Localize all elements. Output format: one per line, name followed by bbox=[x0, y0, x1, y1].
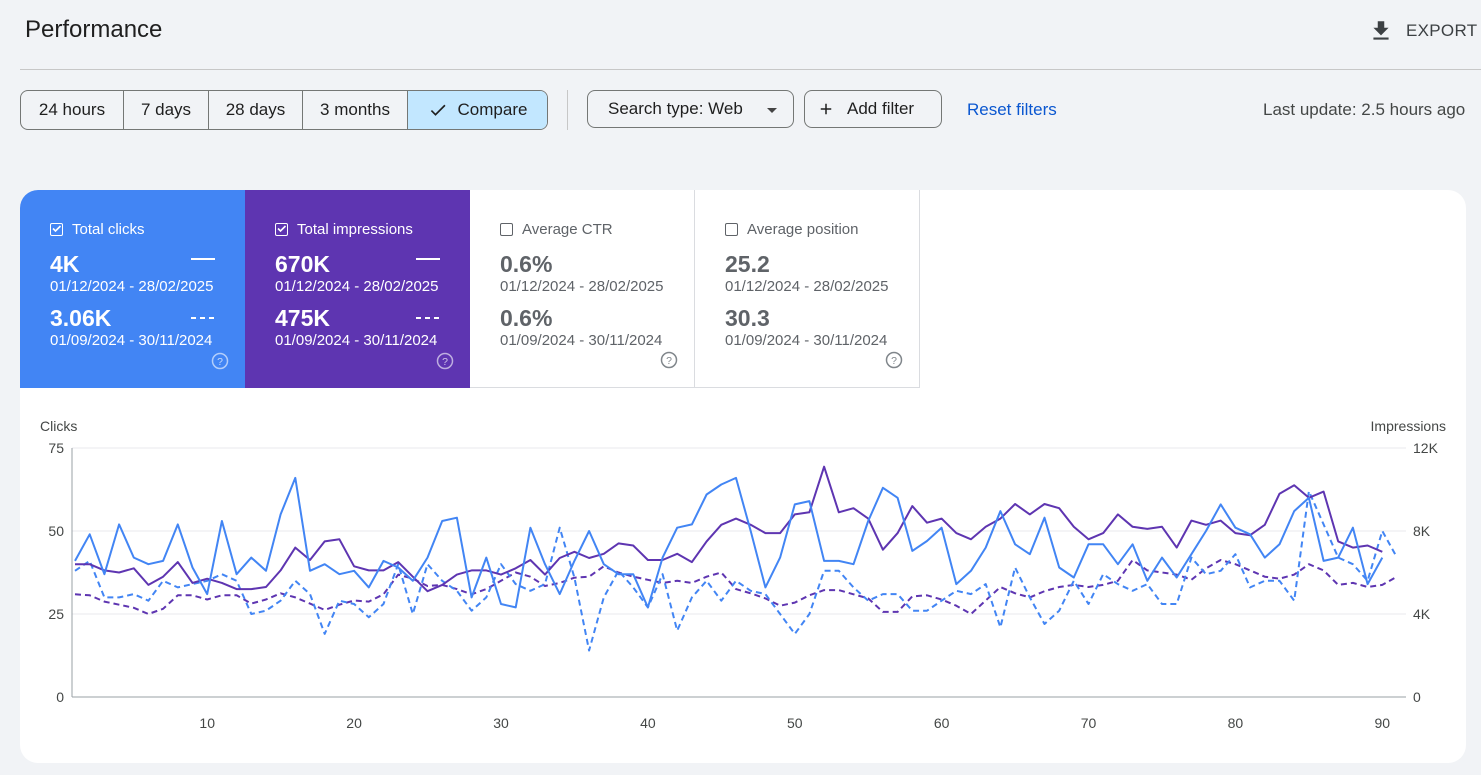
metric-date-range: 01/12/2024 - 28/02/2025 bbox=[500, 278, 664, 295]
clicks-previous-series-line bbox=[74, 490, 1398, 652]
y-tick-label: 50 bbox=[48, 523, 64, 539]
metric-compare-date-range: 01/09/2024 - 30/11/2024 bbox=[725, 332, 888, 349]
metric-compare-value: 30.3 bbox=[725, 305, 770, 331]
svg-text:?: ? bbox=[217, 356, 223, 368]
metric-card-average-ctr[interactable]: Average CTR 0.6% 01/12/2024 - 28/02/2025… bbox=[470, 190, 695, 388]
search-type-dropdown[interactable]: Search type: Web bbox=[587, 90, 794, 128]
y2-tick-label: 0 bbox=[1413, 689, 1421, 705]
range-3-months-button[interactable]: 3 months bbox=[303, 91, 408, 129]
x-tick-label: 20 bbox=[346, 715, 362, 731]
impressions-previous-series-line bbox=[74, 559, 1398, 615]
x-tick-label: 40 bbox=[640, 715, 656, 731]
metric-label: Average position bbox=[747, 220, 859, 238]
metric-header: Average position bbox=[725, 220, 919, 238]
export-button[interactable]: EXPORT bbox=[1368, 16, 1477, 46]
y2-tick-label: 8K bbox=[1413, 523, 1431, 539]
svg-text:?: ? bbox=[442, 356, 448, 368]
chart-series bbox=[74, 465, 1398, 652]
checkbox-unchecked-icon[interactable] bbox=[500, 222, 513, 236]
svg-text:?: ? bbox=[891, 355, 897, 367]
metric-value: 670K bbox=[275, 251, 330, 277]
metric-compare-value: 0.6% bbox=[500, 305, 553, 331]
last-update-text: Last update: 2.5 hours ago bbox=[1263, 100, 1466, 119]
x-tick-label: 80 bbox=[1228, 715, 1244, 731]
export-label: EXPORT bbox=[1406, 21, 1478, 40]
metric-header: Total clicks bbox=[50, 220, 245, 238]
svg-text:?: ? bbox=[666, 355, 672, 367]
y2-tick-label: 12K bbox=[1413, 440, 1439, 456]
range-label: 7 days bbox=[140, 100, 192, 119]
range-label: 24 hours bbox=[38, 100, 106, 119]
performance-chart: Clicks Impressions 0 25 50 75 0 4K 8K 12K 10 20 30… bbox=[40, 418, 1446, 731]
range-28-days-button[interactable]: 28 days bbox=[209, 91, 303, 129]
search-type-label: Search type: Web bbox=[608, 99, 743, 118]
check-icon bbox=[430, 104, 446, 116]
toolbar-divider bbox=[567, 90, 568, 130]
chart-grid bbox=[71, 447, 1406, 698]
help-icon[interactable]: ? bbox=[211, 352, 229, 370]
range-label: 28 days bbox=[225, 100, 286, 119]
impressions-current-series-line bbox=[75, 465, 1383, 593]
metric-label: Total clicks bbox=[72, 220, 145, 238]
legend-dashed-line-icon bbox=[191, 317, 215, 319]
x-tick-label: 30 bbox=[493, 715, 509, 731]
reset-filters-link[interactable]: Reset filters bbox=[967, 100, 1057, 119]
metric-compare-date-range: 01/09/2024 - 30/11/2024 bbox=[50, 332, 213, 349]
checkbox-unchecked-icon[interactable] bbox=[725, 222, 738, 236]
download-icon bbox=[1373, 21, 1389, 40]
checkbox-checked-icon[interactable] bbox=[50, 222, 63, 236]
add-filter-button[interactable]: Add filter bbox=[804, 90, 942, 128]
x-tick-label: 70 bbox=[1081, 715, 1097, 731]
metric-compare-date-range: 01/09/2024 - 30/11/2024 bbox=[500, 332, 663, 349]
range-24-hours-button[interactable]: 24 hours bbox=[21, 91, 124, 129]
x-tick-label: 50 bbox=[787, 715, 803, 731]
metric-header: Total impressions bbox=[275, 220, 470, 238]
x-tick-label: 90 bbox=[1375, 715, 1391, 731]
metric-compare-date-range: 01/09/2024 - 30/11/2024 bbox=[275, 332, 438, 349]
metric-value: 0.6% bbox=[500, 251, 553, 277]
metric-card-average-position[interactable]: Average position 25.2 01/12/2024 - 28/02… bbox=[695, 190, 920, 388]
range-label: Compare bbox=[457, 100, 528, 119]
legend-solid-line-icon bbox=[191, 258, 215, 260]
help-icon[interactable]: ? bbox=[885, 351, 903, 369]
metric-value: 4K bbox=[50, 251, 80, 277]
metric-compare-value: 475K bbox=[275, 305, 330, 331]
plus-icon bbox=[820, 103, 832, 115]
y-tick-label: 0 bbox=[56, 689, 64, 705]
x-tick-label: 60 bbox=[934, 715, 950, 731]
clicks-current-series-line bbox=[74, 476, 1384, 609]
add-filter-label: Add filter bbox=[847, 99, 915, 118]
range-7-days-button[interactable]: 7 days bbox=[124, 91, 209, 129]
metric-card-total-impressions[interactable]: Total impressions 670K 01/12/2024 - 28/0… bbox=[245, 190, 470, 388]
performance-card: Total clicks 4K 01/12/2024 - 28/02/2025 … bbox=[20, 190, 1466, 763]
y2-tick-label: 4K bbox=[1413, 606, 1431, 622]
y2-axis-label: Impressions bbox=[1371, 418, 1446, 434]
legend-dashed-line-icon bbox=[416, 317, 440, 319]
y-axis-label: Clicks bbox=[40, 418, 77, 434]
legend-solid-line-icon bbox=[416, 258, 440, 260]
metric-date-range: 01/12/2024 - 28/02/2025 bbox=[275, 278, 439, 295]
caret-down-icon bbox=[767, 108, 777, 113]
chart-ticks: 0 25 50 75 0 4K 8K 12K 10 20 30 40 50 60 70 80 90 bbox=[48, 440, 1438, 731]
metric-value: 25.2 bbox=[725, 251, 770, 277]
y-tick-label: 75 bbox=[48, 440, 64, 456]
metric-date-range: 01/12/2024 - 28/02/2025 bbox=[725, 278, 889, 295]
help-icon[interactable]: ? bbox=[660, 351, 678, 369]
range-compare-button[interactable]: Compare bbox=[408, 91, 547, 129]
range-label: 3 months bbox=[320, 100, 390, 119]
header-divider bbox=[20, 69, 1481, 70]
metric-compare-value: 3.06K bbox=[50, 305, 112, 331]
metric-card-total-clicks[interactable]: Total clicks 4K 01/12/2024 - 28/02/2025 … bbox=[20, 190, 245, 388]
checkbox-checked-icon[interactable] bbox=[275, 222, 288, 236]
metric-date-range: 01/12/2024 - 28/02/2025 bbox=[50, 278, 214, 295]
date-range-selector: 24 hours 7 days 28 days 3 months Compare bbox=[20, 90, 548, 130]
x-tick-label: 10 bbox=[199, 715, 215, 731]
help-icon[interactable]: ? bbox=[436, 352, 454, 370]
page-title: Performance bbox=[25, 16, 163, 43]
metric-label: Average CTR bbox=[522, 220, 613, 238]
metric-header: Average CTR bbox=[500, 220, 694, 238]
y-tick-label: 25 bbox=[48, 606, 64, 622]
metric-label: Total impressions bbox=[297, 220, 413, 238]
